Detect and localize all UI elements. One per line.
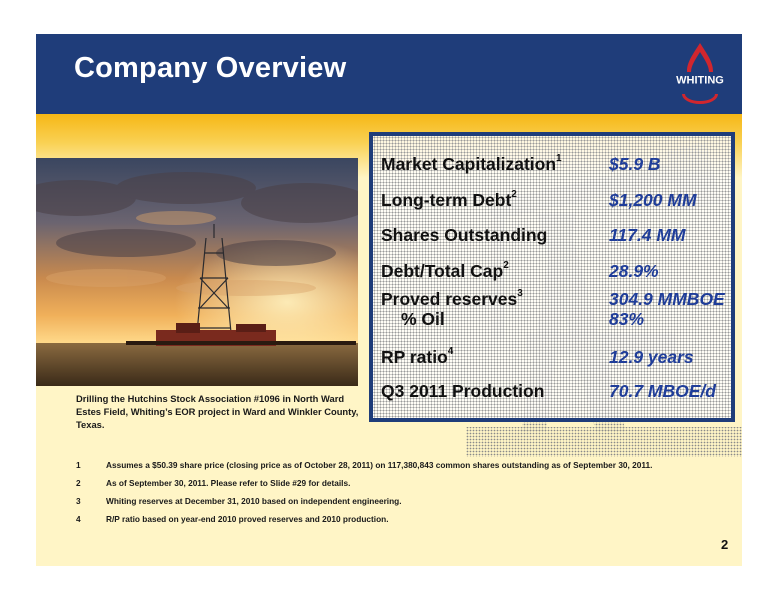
footnote-text: As of September 30, 2011. Please refer t…	[106, 478, 351, 488]
footnote-text: Whiting reserves at December 31, 2010 ba…	[106, 496, 402, 506]
whiting-logo: WHITING	[662, 43, 738, 104]
photo-caption: Drilling the Hutchins Stock Association …	[76, 393, 359, 430]
metric-label: Shares Outstanding	[381, 225, 548, 245]
footnote-text: R/P ratio based on year-end 2010 proved …	[106, 514, 389, 524]
metric-row-rp-ratio: RP ratio4 12.9 years	[373, 346, 733, 377]
metric-label: Debt/Total Cap2	[381, 260, 509, 281]
metric-label: % Oil	[401, 309, 445, 329]
page-title: Company Overview	[74, 52, 347, 84]
footnote-text: Assumes a $50.39 share price (closing pr…	[106, 460, 653, 470]
metric-row-percent-oil: % Oil 83%	[373, 309, 733, 339]
metric-value: 28.9%	[609, 261, 659, 281]
metric-label: RP ratio4	[381, 346, 454, 367]
metric-value: 117.4 MM	[609, 225, 686, 245]
logo-text: WHITING	[676, 75, 724, 87]
metric-value: 12.9 years	[609, 347, 694, 367]
metric-row-proved-reserves: Proved reserves3 304.9 MMBOE	[373, 288, 733, 319]
metric-value: 304.9 MMBOE	[609, 289, 725, 309]
footnote-number: 4	[76, 514, 81, 524]
metric-row-debt-total-cap: Debt/Total Cap2 28.9%	[373, 260, 733, 291]
footnote-number: 1	[76, 460, 81, 470]
footnote: 3 Whiting reserves at December 31, 2010 …	[76, 496, 716, 514]
metric-label: Market Capitalization1	[381, 153, 562, 174]
footnote: 4 R/P ratio based on year-end 2010 prove…	[76, 514, 716, 532]
metric-row-long-term-debt: Long-term Debt2 $1,200 MM	[373, 189, 733, 220]
metric-label: Long-term Debt2	[381, 189, 517, 210]
drilling-rig-photo	[36, 158, 358, 386]
footnote: 1 Assumes a $50.39 share price (closing …	[76, 460, 716, 478]
slide: Company Overview WHITING	[36, 34, 742, 566]
footnote: 2 As of September 30, 2011. Please refer…	[76, 478, 716, 496]
footnote-number: 2	[76, 478, 81, 488]
metric-value: $1,200 MM	[609, 190, 697, 210]
metric-row-shares-outstanding: Shares Outstanding 117.4 MM	[373, 225, 733, 255]
metric-label: Q3 2011 Production	[381, 381, 545, 401]
page-number: 2	[721, 537, 729, 552]
footnotes: 1 Assumes a $50.39 share price (closing …	[76, 460, 716, 532]
metric-value: $5.9 B	[609, 154, 661, 174]
metric-row-market-cap: Market Capitalization1 $5.9 B	[373, 153, 733, 184]
metric-label: Proved reserves3	[381, 288, 523, 309]
header-bar: Company Overview WHITING	[36, 34, 742, 114]
metric-row-q3-production: Q3 2011 Production 70.7 MBOE/d	[373, 381, 733, 411]
metric-value: 70.7 MBOE/d	[609, 381, 716, 401]
footnote-number: 3	[76, 496, 81, 506]
metric-value: 83%	[609, 309, 645, 329]
key-metrics-box: Market Capitalization1 $5.9 B Long-term …	[369, 132, 735, 422]
